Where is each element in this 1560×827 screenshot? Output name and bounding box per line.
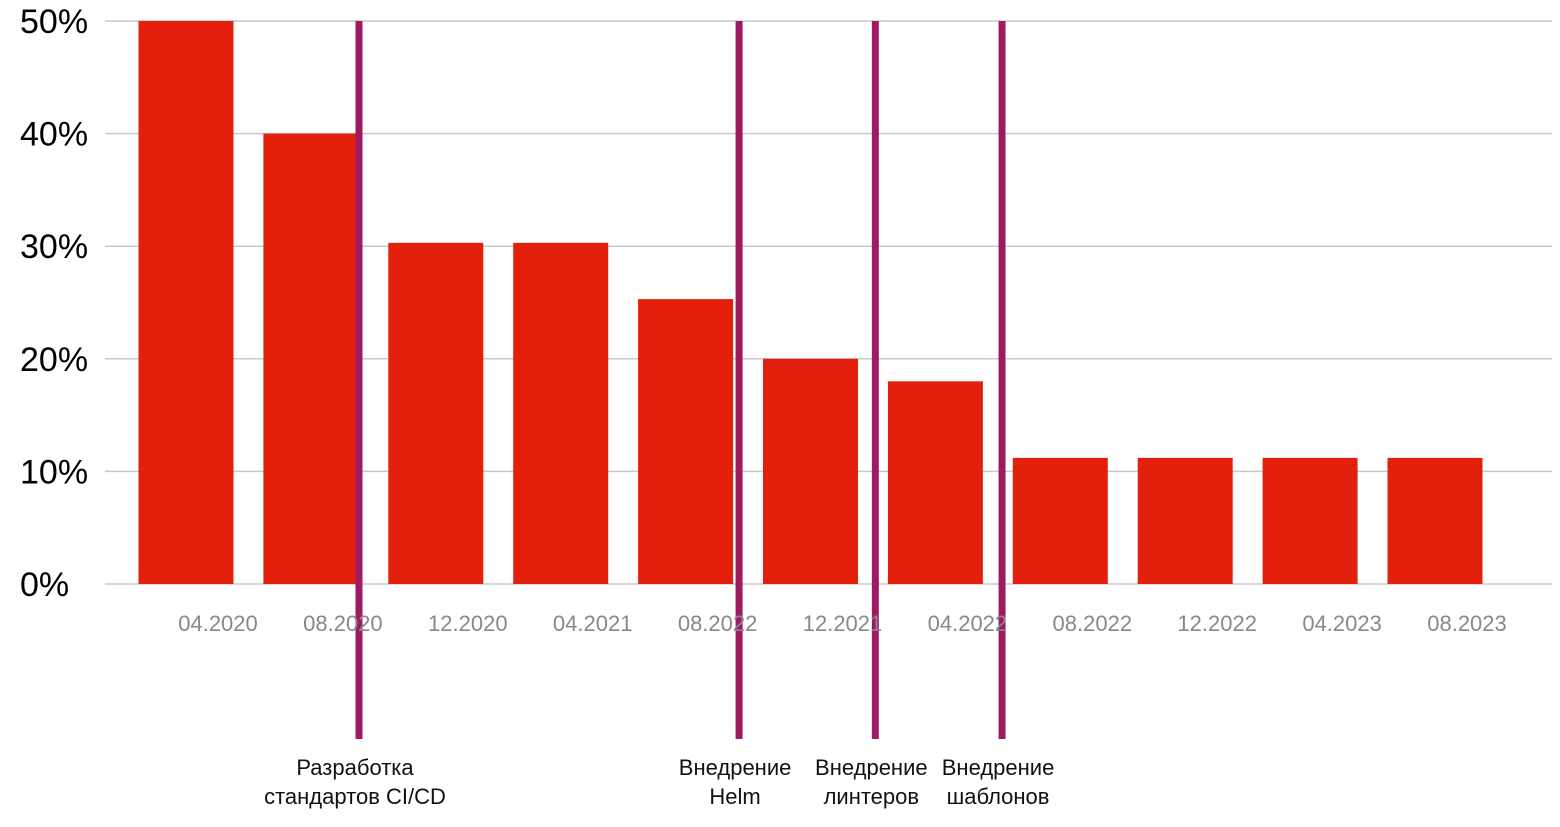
x-tick-label: 04.2022 (928, 611, 1008, 636)
annotation-label: линтеров (824, 784, 920, 809)
x-tick-label: 12.2020 (428, 611, 508, 636)
x-tick-label: 12.2021 (803, 611, 883, 636)
bar (1387, 457, 1483, 584)
bar (1262, 457, 1358, 584)
annotation-label: Внедрение (942, 755, 1055, 780)
annotation-label: Helm (709, 784, 760, 809)
annotation-label: Внедрение (815, 755, 928, 780)
x-tick-label: 08.2022 (678, 611, 758, 636)
x-tick-label: 08.2022 (1053, 611, 1133, 636)
x-tick-label: 04.2021 (553, 611, 633, 636)
x-axis-ticks: 04.2020 08.2020 12.2020 04.2021 08.2022 12.20… (178, 611, 1507, 636)
bar (887, 381, 983, 584)
y-tick-label: 50% (20, 3, 88, 41)
bar (513, 242, 609, 584)
bar (638, 299, 734, 584)
bars (138, 21, 1483, 584)
y-axis-ticks: 0% 10% 20% 30% 40% 50% (20, 3, 88, 604)
bar (388, 242, 484, 584)
y-tick-label: 0% (20, 566, 69, 604)
y-tick-label: 30% (20, 228, 88, 266)
y-tick-label: 40% (20, 116, 88, 154)
annotation-label: Внедрение (679, 755, 792, 780)
bar (263, 133, 359, 584)
annotation-label: стандартов CI/CD (264, 784, 446, 809)
annotation-lines (355, 21, 1006, 739)
x-tick-label: 12.2022 (1177, 611, 1257, 636)
x-tick-label: 04.2020 (178, 611, 258, 636)
y-tick-label: 20% (20, 341, 88, 379)
x-tick-label: 08.2023 (1427, 611, 1507, 636)
bar (1012, 457, 1108, 584)
bar (1137, 457, 1233, 584)
annotation-label: шаблонов (947, 784, 1050, 809)
y-tick-label: 10% (20, 453, 88, 491)
bar (138, 21, 234, 584)
annotation-labels: Разработка стандартов CI/CD Внедрение Helm В… (264, 755, 1054, 809)
bar (763, 358, 858, 584)
x-tick-label: 04.2023 (1302, 611, 1382, 636)
annotation-label: Разработка (296, 755, 414, 780)
x-tick-label: 08.2020 (303, 611, 383, 636)
